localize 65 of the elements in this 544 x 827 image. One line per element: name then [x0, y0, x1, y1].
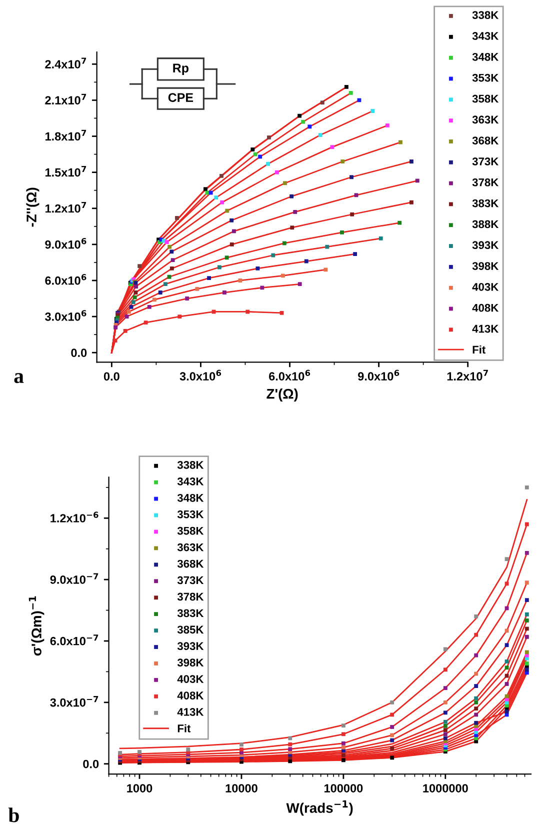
- legend-label: 403K: [177, 675, 204, 683]
- x-tick-label: 1000: [127, 784, 152, 792]
- legend-label: 343K: [177, 477, 204, 486]
- y-tick-label: 9.0x10$^{−7}$: [50, 573, 98, 584]
- legend-label: 373K: [472, 158, 499, 166]
- legend-label: 385K: [177, 626, 204, 634]
- y-axis-title: σ'(Ωm)$^{−1}$: [28, 596, 44, 656]
- y-tick-label: 3.0x10$^{6}$: [45, 310, 86, 321]
- x-tick-label: 6.0x10$^{6}$: [268, 370, 310, 381]
- y-tick-label: 6.0x10$^{6}$: [45, 274, 86, 285]
- x-tick-label: 1.2x10$^{7}$: [447, 370, 488, 381]
- y-tick-label: 9.0x10$^{6}$: [45, 238, 86, 249]
- legend-label: 358K: [177, 526, 204, 535]
- legend-label: 363K: [177, 543, 204, 552]
- legend-label: 378K: [472, 178, 499, 186]
- legend-label: 363K: [472, 116, 499, 124]
- legend-label: 408K: [472, 304, 499, 312]
- legend-label: 408K: [177, 692, 204, 700]
- legend-label: 393K: [177, 642, 204, 650]
- legend-label: 398K: [472, 262, 499, 270]
- y-tick-label: 6.0x10$^{−7}$: [50, 634, 98, 646]
- x-axis-title: Z'(Ω): [266, 388, 298, 402]
- legend-label: 378K: [177, 592, 204, 601]
- annotation: Rp: [173, 64, 188, 75]
- x-tick-label: 1000000: [423, 784, 468, 792]
- legend-label: 368K: [472, 136, 499, 144]
- legend-label: 358K: [472, 94, 499, 103]
- legend-label: 343K: [472, 32, 499, 40]
- y-tick-label: 3.0x10$^{−7}$: [50, 696, 98, 707]
- legend-label: 383K: [472, 199, 499, 208]
- y-axis-title: -Z''(Ω): [26, 188, 40, 227]
- text: a: [14, 373, 24, 384]
- legend-label: 368K: [177, 560, 204, 568]
- x-tick-label: 10000: [226, 784, 258, 792]
- legend-label: 353K: [472, 74, 499, 82]
- annotation: CPE: [168, 93, 194, 102]
- legend-label: 398K: [177, 658, 204, 667]
- legend-label: 338K: [472, 11, 499, 20]
- y-tick-label: 1.2x10$^{7}$: [45, 202, 86, 213]
- x-tick-label: 3.0x10$^{6}$: [180, 370, 222, 381]
- legend-label: 338K: [177, 461, 204, 469]
- x-tick-label: 100000: [324, 784, 363, 792]
- x-axis-title: W(rads$^{−1}$): [286, 800, 353, 816]
- legend-label: 388K: [472, 220, 499, 228]
- legend-label: 393K: [472, 241, 499, 250]
- legend-label: 348K: [472, 52, 499, 61]
- y-tick-label: 2.4x10$^{7}$: [45, 58, 86, 68]
- y-tick-label: 1.5x10$^{7}$: [45, 166, 86, 177]
- legend-label: 413K: [177, 708, 204, 716]
- y-tick-label: 2.1x10$^{7}$: [45, 94, 86, 104]
- legend-label: Fit: [178, 724, 191, 732]
- x-tick-label: 0.0: [104, 372, 120, 381]
- legend-label: 353K: [177, 510, 204, 518]
- legend-label: 348K: [177, 494, 204, 502]
- y-tick-label: 0.0: [71, 348, 87, 358]
- legend-label: 383K: [177, 609, 204, 618]
- x-tick-label: 9.0x10$^{6}$: [358, 370, 400, 381]
- y-tick-label: 1.8x10$^{7}$: [45, 130, 86, 141]
- text: b: [8, 808, 19, 822]
- legend-label: 403K: [472, 282, 499, 291]
- y-tick-label: 0.0: [83, 760, 99, 768]
- y-tick-label: 1.2x10$^{−6}$: [50, 512, 98, 522]
- legend-label: 373K: [177, 576, 204, 584]
- legend-label: Fit: [472, 345, 486, 354]
- legend-label: 413K: [472, 324, 499, 333]
